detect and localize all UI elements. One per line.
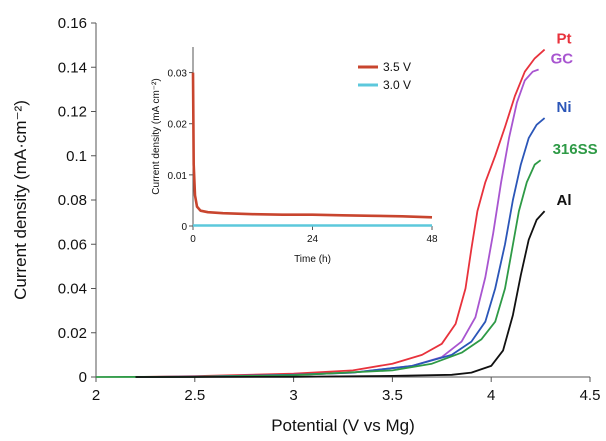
y-tick-label: 0	[79, 369, 87, 386]
y-tick-label: 0.14	[58, 59, 87, 76]
inset-series-layer	[191, 72, 433, 227]
y-tick-label: 0.16	[58, 15, 87, 32]
inset-legend-label: 3.5 V	[383, 60, 411, 74]
y-tick-label: 0.06	[58, 236, 87, 253]
x-tick-label: 2	[92, 387, 100, 404]
inset-y-tick-label: 0.02	[168, 120, 188, 131]
inset-series-line-3-5-v	[191, 72, 433, 219]
series-line-al	[135, 210, 546, 378]
x-tick-label: 2.5	[184, 387, 205, 404]
series-label-316ss: 316SS	[553, 141, 598, 158]
y-tick-label: 0.1	[66, 148, 87, 165]
inset-x-axis-title: Time (h)	[294, 254, 331, 265]
series-label-ni: Ni	[557, 99, 572, 116]
inset-y-tick-label: 0.03	[168, 69, 188, 80]
inset-y-tick-label: 0	[181, 222, 187, 233]
inset-x-tick-label: 0	[190, 234, 196, 245]
x-tick-label: 3	[289, 387, 297, 404]
inset-x-tick-label: 24	[307, 234, 319, 245]
inset-chart: 0 0.01 0.02 0.03 0 24 48 Time (h) Current densit…	[150, 42, 450, 270]
y-tick-label: 0.08	[58, 192, 87, 209]
x-tick-label: 4.5	[580, 387, 601, 404]
inset-legend: 3.5 V 3.0 V	[358, 60, 411, 92]
inset-y-axis-title: Current density (mA cm⁻²)	[151, 78, 162, 194]
series-label-gc: GC	[551, 50, 574, 67]
series-line-pt	[135, 48, 546, 378]
main-series-layer: Pt GC Ni 316SS Al	[95, 31, 598, 378]
y-tick-label: 0.04	[58, 281, 87, 298]
series-label-al: Al	[557, 192, 572, 209]
series-label-pt: Pt	[557, 31, 572, 48]
y-axis-title: Current density (mA·cm⁻²)	[11, 100, 30, 300]
inset-y-tick-label: 0.01	[168, 171, 188, 182]
x-tick-label: 4	[487, 387, 495, 404]
y-tick-label: 0.12	[58, 104, 87, 121]
main-axes: 0 0.02 0.04 0.06 0.08 0.1 0.12 0.14 0.16 2 2.5 3 3.5…	[11, 15, 600, 435]
inset-background	[150, 42, 450, 270]
y-tick-label: 0.02	[58, 325, 87, 342]
inset-legend-label: 3.0 V	[383, 78, 411, 92]
x-tick-label: 3.5	[382, 387, 403, 404]
inset-x-tick-label: 48	[426, 234, 438, 245]
series-line-316ss	[95, 159, 542, 378]
x-axis-title: Potential (V vs Mg)	[271, 416, 415, 435]
